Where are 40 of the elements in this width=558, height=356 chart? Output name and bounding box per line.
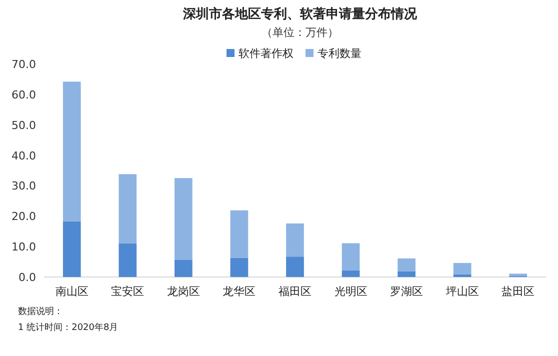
- bar: [286, 256, 304, 277]
- bar: [62, 82, 81, 222]
- x-tick-label: 坪山区: [444, 285, 479, 298]
- text: 数据说明：: [18, 306, 63, 317]
- bar: [342, 243, 360, 270]
- text: 1 统计时间：2020年8月: [18, 322, 118, 333]
- bar: [509, 274, 528, 276]
- bar: [453, 274, 472, 277]
- y-tick-label: 70.0: [12, 58, 36, 71]
- x-tick-label: 光明区: [334, 285, 368, 298]
- legend-label: 软件著作权: [238, 47, 294, 60]
- bar: [453, 263, 472, 274]
- y-tick-label: 60.0: [12, 88, 36, 102]
- x-tick-label: 龙岗区: [166, 285, 200, 298]
- bar: [230, 210, 248, 258]
- bar: [230, 258, 248, 277]
- x-tick-label: 罗湖区: [390, 285, 424, 298]
- y-tick-label: 50.0: [12, 118, 36, 132]
- bar: [174, 178, 192, 260]
- x-tick-label: 盐田区: [502, 285, 535, 298]
- chart-title: 深圳市各地区专利、软著申请量分布情况: [182, 6, 418, 22]
- y-tick-label: 0.0: [18, 271, 36, 284]
- y-tick-label: 40.0: [12, 149, 36, 162]
- legend-label: 专利数量: [318, 47, 362, 60]
- bar: [62, 221, 81, 277]
- y-tick-label: 20.0: [12, 210, 36, 224]
- bar: [118, 174, 137, 244]
- x-tick-label: 宝安区: [111, 285, 144, 298]
- bar: [398, 271, 416, 277]
- x-tick-label: 龙华区: [222, 285, 256, 298]
- bar: [118, 244, 137, 277]
- y-tick-label: 10.0: [12, 240, 36, 254]
- x-tick-label: 福田区: [278, 285, 312, 298]
- bar: [398, 258, 416, 272]
- x-tick-label: 南山区: [55, 285, 88, 298]
- bar: [342, 270, 360, 277]
- y-tick-label: 30.0: [12, 180, 36, 193]
- bar: [286, 223, 304, 257]
- chart-subtitle: （单位：万件）: [262, 26, 338, 39]
- bar: [174, 260, 192, 277]
